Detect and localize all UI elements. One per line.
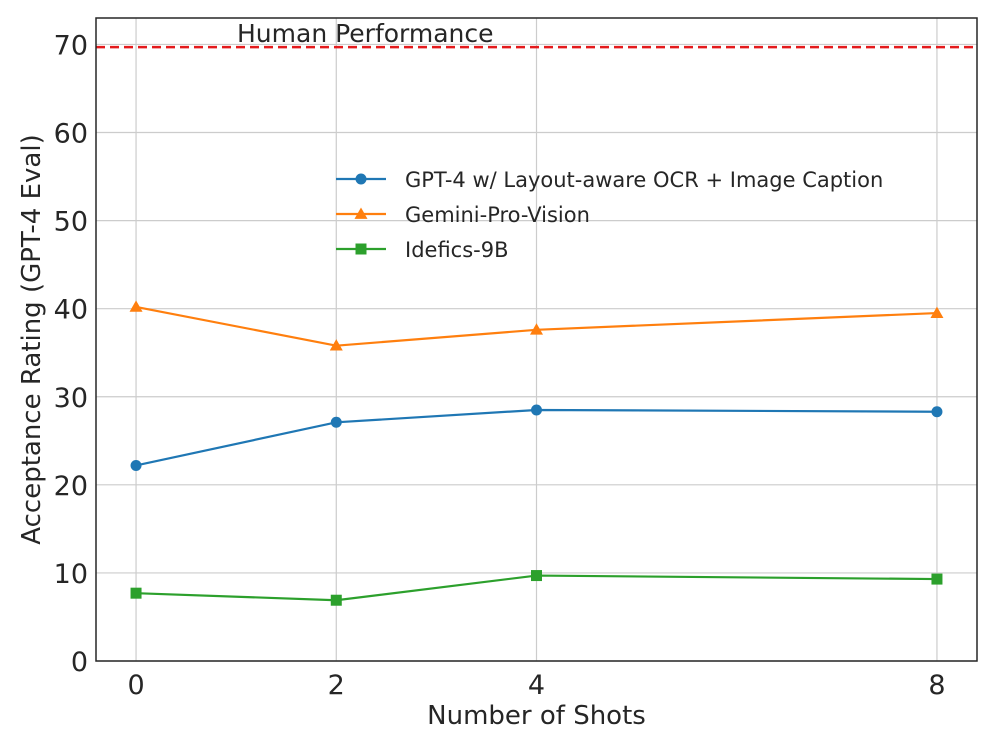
- y-tick-label: 30: [54, 383, 88, 414]
- data-point: [931, 406, 943, 418]
- y-tick-label: 0: [71, 647, 88, 678]
- legend-marker: [355, 173, 367, 185]
- legend: GPT-4 w/ Layout-aware OCR + Image Captio…: [336, 168, 883, 262]
- data-point: [130, 587, 142, 599]
- legend-item: GPT-4 w/ Layout-aware OCR + Image Captio…: [336, 168, 883, 192]
- y-axis-title: Acceptance Rating (GPT-4 Eval): [17, 134, 47, 544]
- data-point: [930, 306, 944, 318]
- data-point: [129, 300, 143, 312]
- y-tick-label: 20: [54, 471, 88, 502]
- x-tick-label: 4: [528, 670, 545, 701]
- series-2: [130, 570, 943, 606]
- legend-marker: [355, 243, 367, 255]
- legend-item: Idefics-9B: [336, 238, 509, 262]
- data-point: [330, 594, 342, 606]
- x-tick-label: 2: [328, 670, 345, 701]
- y-tick-label: 50: [54, 207, 88, 238]
- y-ticks: 0 10 20 30 40 50 60 70: [54, 30, 88, 678]
- x-ticks: 0 2 4 8: [127, 670, 945, 701]
- series-line: [135, 305, 938, 347]
- series-line: [135, 408, 937, 467]
- y-tick-label: 60: [54, 119, 88, 150]
- data-point: [931, 573, 943, 585]
- series-line: [136, 574, 937, 602]
- legend-label: GPT-4 w/ Layout-aware OCR + Image Captio…: [405, 168, 883, 192]
- x-axis-title: Number of Shots: [427, 701, 646, 731]
- data-point: [330, 416, 342, 428]
- reference-layer: Human Performance: [96, 19, 977, 49]
- legend-marker: [354, 207, 368, 219]
- legend-label: Gemini-Pro-Vision: [405, 203, 590, 227]
- data-point: [530, 323, 543, 335]
- y-tick-label: 10: [54, 559, 88, 590]
- grid: [96, 18, 977, 662]
- legend-label: Idefics-9B: [405, 238, 509, 262]
- x-tick-label: 8: [928, 670, 945, 701]
- series-layer: [129, 300, 944, 606]
- human-performance-label: Human Performance: [237, 19, 494, 48]
- series-0: [130, 404, 943, 471]
- x-tick-label: 0: [127, 670, 144, 701]
- data-point: [531, 404, 542, 416]
- series-1: [129, 300, 944, 351]
- y-tick-label: 40: [54, 295, 88, 326]
- data-point: [130, 459, 142, 471]
- y-tick-label: 70: [54, 30, 88, 61]
- data-point: [329, 339, 343, 351]
- data-point: [531, 570, 542, 582]
- legend-item: Gemini-Pro-Vision: [336, 203, 590, 227]
- plot-frame: [95, 17, 978, 662]
